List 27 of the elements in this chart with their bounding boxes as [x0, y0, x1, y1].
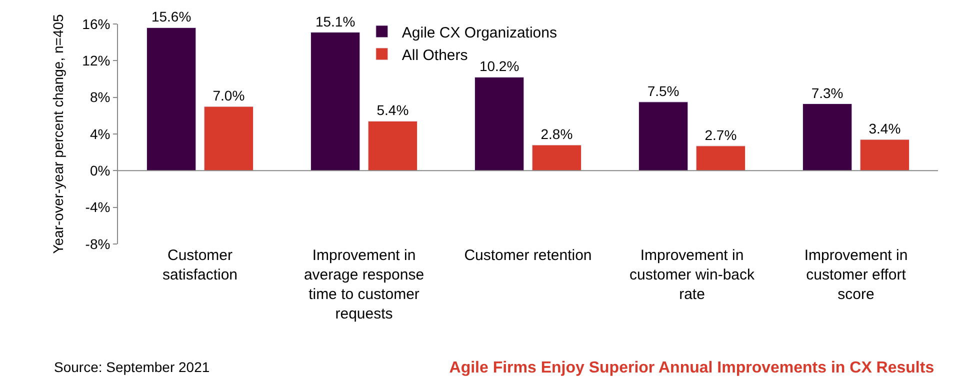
y-axis-title: Year-over-year percent change, n=405 [50, 14, 66, 254]
y-tick-label: 8% [90, 89, 110, 106]
data-label: 7.0% [212, 88, 245, 104]
x-tick-label: Improvement in customer win-back rate [629, 247, 756, 303]
legend-label: Agile CX Organizations [402, 24, 557, 42]
y-tick-label: -8% [85, 236, 110, 252]
data-label: 2.8% [540, 126, 573, 142]
data-label: 2.7% [704, 126, 737, 143]
y-tick-label: 12% [82, 52, 110, 69]
x-tick-label: Customer retention [464, 247, 592, 264]
y-tick-label: 0% [90, 162, 110, 179]
y-tick-label: 16% [82, 16, 110, 32]
data-label: 15.6% [151, 8, 192, 25]
data-label: 3.4% [868, 120, 901, 136]
text: Agile Firms Enjoy Superior Annual Improvements in CX Results [449, 359, 934, 376]
source-note: Source: September 2021 [54, 359, 210, 375]
data-label: 5.4% [376, 102, 409, 118]
y-tick-label: -4% [85, 199, 110, 216]
y-tick-label: 4% [90, 126, 110, 142]
data-label: 10.2% [479, 58, 520, 74]
data-label: 7.5% [647, 82, 680, 99]
x-tick-label: Customer satisfaction [162, 247, 238, 284]
data-label: 15.1% [315, 13, 356, 30]
x-tick-label: Improvement in customer effort score [804, 247, 908, 303]
x-tick-label: Improvement in average response time to customer requests [304, 247, 424, 322]
legend-label: All Others [402, 46, 468, 64]
data-label: 7.3% [811, 84, 844, 101]
